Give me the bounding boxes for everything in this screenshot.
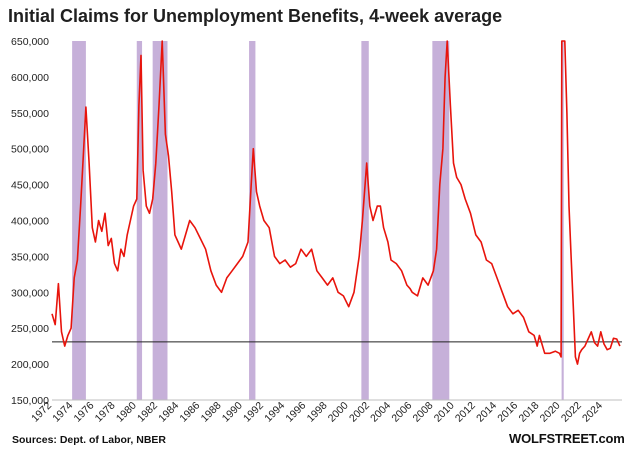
y-tick-label: 200,000	[11, 359, 49, 371]
x-tick-label: 2020	[538, 400, 563, 425]
recession-band-3	[152, 41, 168, 400]
y-tick-label: 550,000	[11, 108, 49, 120]
x-tick-label: 1990	[220, 400, 245, 425]
x-tick-label: 2024	[580, 400, 605, 425]
series-line-1	[51, 40, 621, 365]
chart-title: Initial Claims for Unemployment Benefits…	[8, 6, 503, 26]
series-line-group	[51, 40, 621, 365]
tick-labels: 150,000 200,000 250,000 300,000 350,000 400,0…	[11, 36, 605, 425]
y-tick-label: 600,000	[11, 72, 49, 84]
recession-band-7	[561, 41, 564, 400]
x-tick-label: 2014	[474, 400, 499, 425]
y-tick-label: 250,000	[11, 323, 49, 335]
y-tick-label: 150,000	[11, 395, 49, 407]
x-tick-label: 2022	[559, 400, 584, 425]
x-tick-label: 2010	[432, 400, 457, 425]
x-tick-label: 2012	[453, 400, 478, 425]
y-tick-label: 350,000	[11, 251, 49, 263]
y-tick-label: 400,000	[11, 216, 49, 228]
x-tick-label: 2016	[495, 400, 520, 425]
x-tick-label: 1988	[199, 400, 224, 425]
recession-band-4	[249, 41, 256, 400]
x-tick-label: 2008	[411, 400, 436, 425]
x-tick-label: 1996	[283, 400, 308, 425]
y-tick-label: 500,000	[11, 144, 49, 156]
x-tick-label: 1984	[156, 400, 181, 425]
recession-band-6	[432, 41, 450, 400]
y-tick-label: 300,000	[11, 287, 49, 299]
x-tick-label: 1982	[135, 400, 160, 425]
x-tick-label: 2000	[326, 400, 351, 425]
x-tick-label: 1978	[93, 400, 118, 425]
x-tick-label: 2006	[389, 400, 414, 425]
recession-band-2	[136, 41, 143, 400]
x-tick-label: 1994	[262, 400, 287, 425]
x-tick-label: 2018	[516, 400, 541, 425]
x-tick-label: 1974	[50, 400, 75, 425]
x-tick-label: 1998	[305, 400, 330, 425]
recession-bands	[72, 41, 564, 400]
recession-band-5	[361, 41, 369, 400]
x-tick-label: 1986	[177, 400, 202, 425]
source-note: Sources: Dept. of Labor, NBER	[12, 434, 167, 446]
brand-logo-text: WOLFSTREET.com	[509, 431, 625, 446]
y-tick-label: 650,000	[11, 36, 49, 48]
x-tick-label: 1980	[114, 400, 139, 425]
x-tick-label: 1992	[241, 400, 266, 425]
y-tick-label: 450,000	[11, 180, 49, 192]
x-tick-label: 2004	[368, 400, 393, 425]
x-tick-label: 2002	[347, 400, 372, 425]
x-tick-label: 1976	[71, 400, 96, 425]
